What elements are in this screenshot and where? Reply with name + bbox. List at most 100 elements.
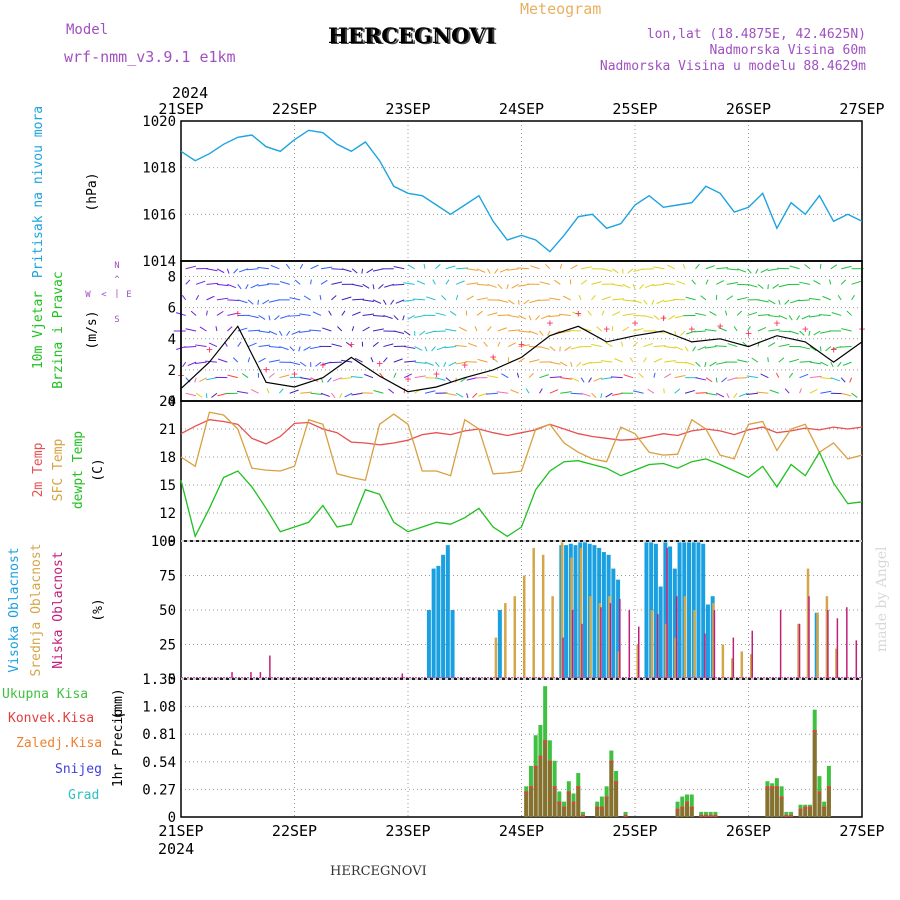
cloud-high-bar (705, 604, 710, 679)
precip-conv-bar (774, 786, 779, 817)
wind-arrow (310, 264, 319, 270)
ytick-0: 0 (168, 394, 176, 410)
wind-arrow (456, 280, 465, 285)
wind-arrow (695, 361, 701, 367)
wind-arrow (789, 330, 799, 335)
precip-conv-top (547, 760, 552, 763)
wind-arrow (370, 357, 374, 363)
wind-arrow (257, 266, 270, 270)
wind-arrow (206, 282, 219, 285)
wind-arrow (425, 330, 436, 335)
wind-arrow (507, 299, 515, 305)
cloud-high-bar (677, 542, 682, 679)
cloud-mid-bar (750, 654, 753, 679)
precip-conv-top (703, 814, 708, 817)
cloud-low-bar (751, 630, 753, 679)
wind-arrow (570, 361, 573, 368)
wind-gust-marker: + (320, 358, 327, 371)
wind-arrow (757, 314, 770, 316)
wind-arrow (726, 295, 734, 301)
precip-ylabel: 1hr Precip (111, 709, 126, 787)
wind-arrow (331, 392, 336, 399)
wind-arrow (580, 266, 592, 270)
wind-arrow (851, 294, 855, 301)
wind-arrow (605, 392, 613, 398)
wind-arrow (414, 314, 426, 319)
wind-arrow (206, 268, 218, 272)
wind-arrow (258, 357, 266, 363)
cloud-panel: 0 25 50 75 100 (151, 534, 863, 688)
wind-arrow (299, 330, 311, 333)
wind-arrow (390, 299, 395, 305)
wind-arrow (540, 314, 551, 320)
wind-arrow (331, 268, 344, 270)
wind-arrow (760, 268, 769, 273)
wind-arrow (809, 388, 818, 394)
ytick-1: 12 (159, 506, 176, 522)
precip-conv-bar (675, 808, 680, 817)
wind-arrow (195, 280, 206, 285)
wind-arrow (350, 375, 363, 379)
compass-up: ^ (114, 275, 120, 285)
wind-arrow (510, 389, 519, 394)
precip-legend: Ukupna Kisa Konvek.Kisa Zaledj.Kisa Snij… (2, 687, 102, 803)
ytick-0: 0 (168, 672, 176, 688)
wind-arrow (612, 283, 624, 287)
precip-conv-top (822, 806, 827, 809)
wind-arrow (216, 310, 224, 316)
wind-arrow (217, 392, 228, 397)
wind-arrow (366, 268, 374, 274)
cloud-low-bar (704, 633, 706, 679)
cloud-high-bar (616, 579, 621, 679)
precip-total-bar (784, 811, 789, 817)
wind-compass: N ^ | < E W S (85, 261, 131, 325)
wind-arrow (825, 346, 832, 352)
wind-arrow (778, 299, 781, 305)
cloud-low-bar (836, 618, 839, 679)
wind-arrow (768, 342, 776, 347)
wind-arrow (477, 283, 489, 286)
wind-arrow (487, 326, 492, 332)
wind-arrow (233, 268, 239, 274)
wind-arrow (445, 279, 450, 285)
wind-arrow (601, 268, 613, 272)
wind-arrow (789, 265, 800, 270)
wind-arrow (535, 315, 540, 321)
wind-arrow (629, 357, 634, 363)
wind-arrow (831, 346, 842, 350)
precip-conv-top (609, 760, 614, 763)
wind-arrow (653, 315, 660, 321)
cloud-mid-bar (693, 610, 696, 679)
precip-conv-top (623, 814, 628, 817)
wind-arrow (403, 282, 415, 285)
wind-arrow (435, 264, 441, 270)
wind-arrow (332, 377, 342, 382)
wind-arrow (799, 388, 802, 394)
wind-arrow (320, 392, 330, 397)
wind-gust-marker: + (291, 368, 298, 381)
wind-arrow (241, 373, 249, 379)
wind-arrow (682, 263, 686, 269)
wind-arrow (656, 299, 665, 305)
wind-arrow (697, 346, 707, 351)
wind-arrow (496, 391, 509, 394)
cloud-mid-bar (740, 651, 744, 679)
wind-arrow (352, 298, 365, 301)
wind-arrow (268, 359, 280, 363)
wind-arrow (185, 279, 191, 285)
wind-arrow (226, 268, 230, 274)
wind-arrow (518, 330, 531, 333)
wind-arrow (257, 299, 260, 305)
ytick-4: 21 (159, 422, 176, 438)
wind-arrow (372, 314, 385, 317)
wind-arrow (528, 372, 534, 379)
wind-arrow (664, 373, 672, 379)
wind-gust-marker: + (206, 343, 213, 356)
wind-arrow (799, 281, 811, 285)
cloud-low-bar (855, 640, 858, 679)
precip-conv-top (807, 806, 812, 809)
wind-arrow (841, 392, 852, 397)
cloud-mid-bar (541, 554, 545, 679)
legend-convective: Konvek.Kisa (8, 711, 94, 726)
wind-arrow (813, 279, 821, 285)
